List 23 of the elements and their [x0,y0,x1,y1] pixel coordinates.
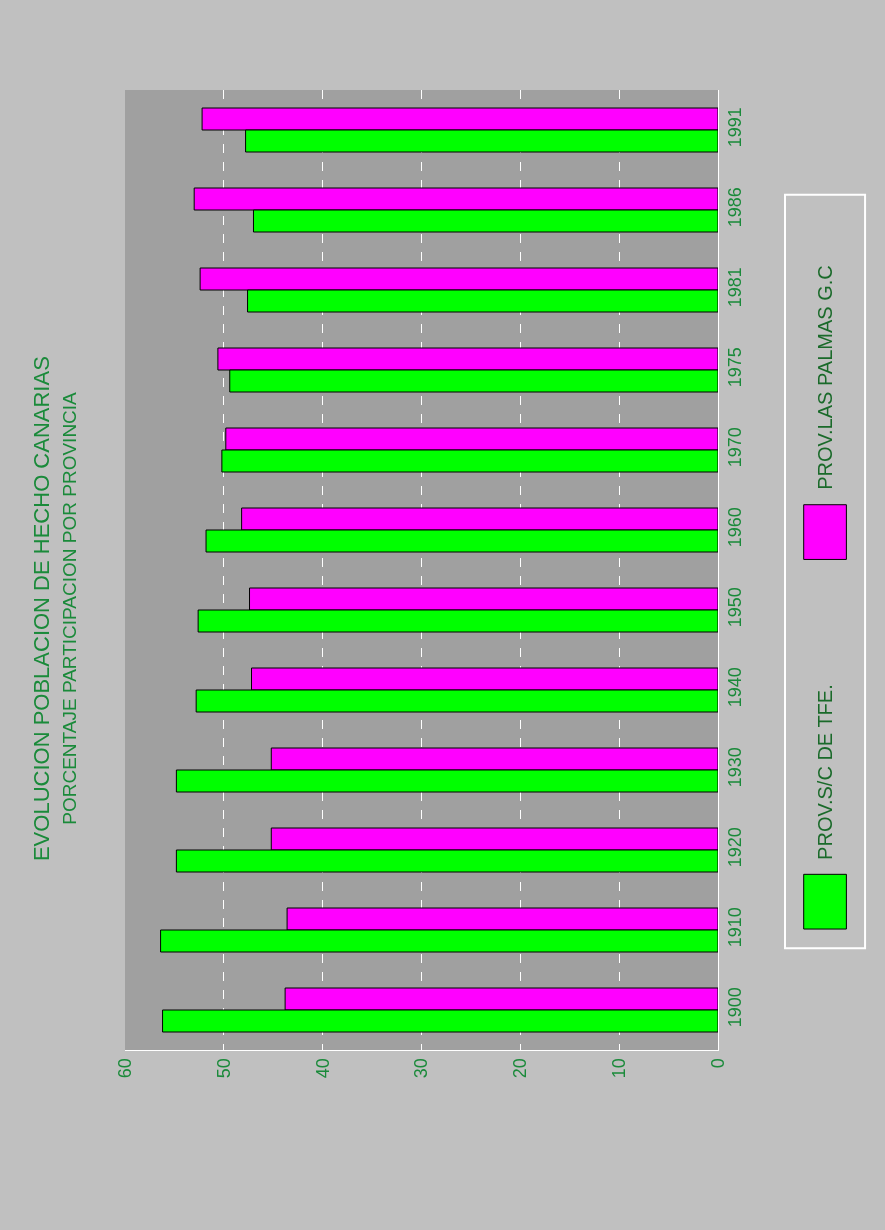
x-tick-label: 60 [114,1058,135,1079]
text: PORCENTAJE PARTICIPACION POR PROVINCIA [58,391,80,825]
y-tick-label: 1920 [724,827,745,868]
text: PROV.S/C DE TFE. [814,684,837,860]
y-tick-label: 1975 [724,347,745,388]
x-tick-label: 0 [707,1058,728,1069]
y-tick-label: 1960 [724,507,745,548]
y-tick-label: 1991 [724,107,745,148]
y-tick-label: 1900 [724,987,745,1028]
y-tick-label: 1986 [724,187,745,228]
text: EVOLUCION POBLACION DE HECHO CANARIAS [29,356,55,862]
y-tick-label: 1940 [724,667,745,708]
x-tick-label: 20 [510,1058,531,1079]
y-tick-label: 1930 [724,747,745,788]
y-tick-label: 1981 [724,267,745,308]
x-tick-label: 40 [312,1058,333,1079]
y-tick-label: 1910 [724,907,745,948]
x-tick-label: 10 [609,1058,630,1079]
x-tick-label: 30 [411,1058,432,1079]
y-tick-label: 1970 [724,427,745,468]
text: PROV.LAS PALMAS G.C [814,265,837,490]
x-tick-label: 50 [213,1058,234,1079]
y-tick-label: 1950 [724,587,745,628]
